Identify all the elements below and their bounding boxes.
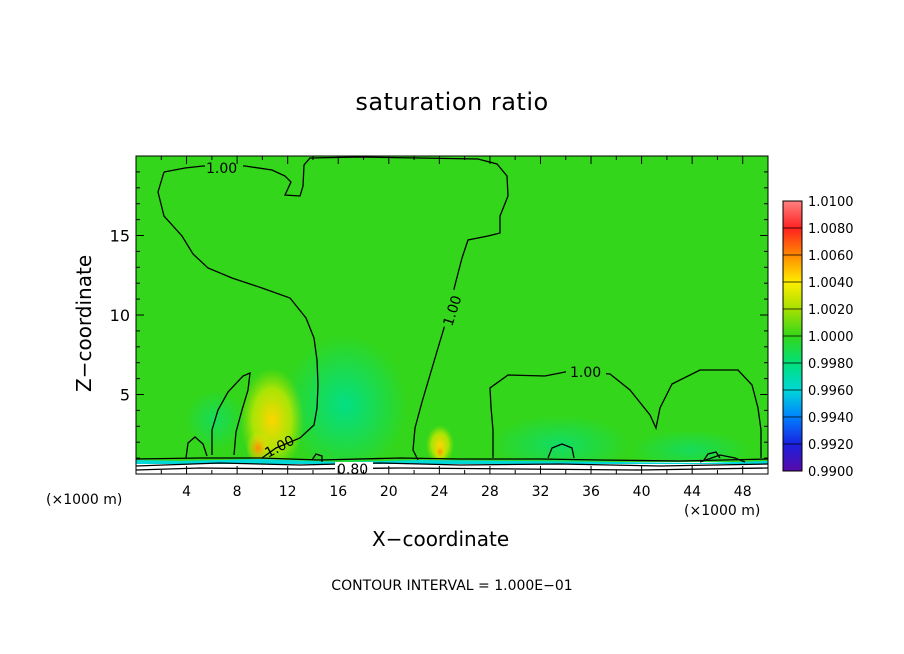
colorbar-label: 0.9900 [808, 465, 854, 480]
contour-label-bg [566, 363, 606, 379]
x-unit-right: (×1000 m) [684, 503, 761, 519]
colorbar-label: 1.0000 [808, 330, 854, 345]
colorbar-segment [783, 228, 802, 256]
x-tick-label: 48 [734, 484, 752, 500]
colorbar-label: 1.0100 [808, 195, 854, 210]
contour-label: 1.00 [206, 161, 237, 177]
supersat-core-2 [434, 444, 446, 460]
x-unit-left: (×1000 m) [46, 492, 123, 508]
colorbar-segment [783, 282, 802, 310]
x-tick-label: 44 [683, 484, 701, 500]
colorbar-label: 0.9920 [808, 438, 854, 453]
x-tick-label: 40 [633, 484, 651, 500]
colorbar-label: 1.0060 [808, 249, 854, 264]
x-tick-label: 36 [582, 484, 600, 500]
x-tick-label: 12 [279, 484, 297, 500]
moist-blob-1 [283, 335, 407, 474]
colorbar-segment [783, 390, 802, 418]
x-tick-label: 8 [233, 484, 242, 500]
colorbar-segment [783, 417, 802, 445]
x-tick-label: 24 [430, 484, 448, 500]
contour-label-bg [439, 288, 466, 330]
contour-label-bg [205, 159, 243, 175]
colorbar-segment [783, 336, 802, 364]
y-tick-label: 10 [110, 306, 130, 325]
colorbar-label: 0.9960 [808, 384, 854, 399]
colorbar-segment [783, 255, 802, 283]
y-tick-label: 15 [110, 227, 130, 246]
chart-title: saturation ratio [355, 88, 549, 116]
contour-label-group: 1.00 1.00 1.00 1.00 0.80 [205, 159, 606, 478]
colorbar: 1.0100 1.0080 1.0060 1.0040 1.0020 1.0000 0.99… [782, 195, 854, 480]
colorbar-segment [783, 363, 802, 391]
colorbar-segment [783, 309, 802, 337]
contour-lines [136, 156, 768, 471]
colorbar-label: 1.0080 [808, 222, 854, 237]
field-features [136, 156, 768, 474]
x-axis-label: X−coordinate [372, 527, 510, 551]
contour-label: 1.00 [570, 365, 601, 381]
x-tick-label: 16 [329, 484, 347, 500]
colorbar-label: 1.0020 [808, 303, 854, 318]
y-tick-label: 5 [120, 386, 130, 405]
colorbar-label: 0.9980 [808, 357, 854, 372]
x-tick-label: 4 [182, 484, 191, 500]
colorbar-segment [783, 201, 802, 229]
contour-interval-note: CONTOUR INTERVAL = 1.000E−01 [331, 578, 573, 594]
colorbar-segment [783, 444, 802, 472]
colorbar-label: 1.0040 [808, 276, 854, 291]
x-tick-label: 28 [481, 484, 499, 500]
axis-ticks [136, 156, 768, 474]
x-tick-label: 20 [380, 484, 398, 500]
colorbar-label: 0.9940 [808, 411, 854, 426]
ground-edge [136, 459, 768, 464]
x-tick-label: 32 [532, 484, 550, 500]
